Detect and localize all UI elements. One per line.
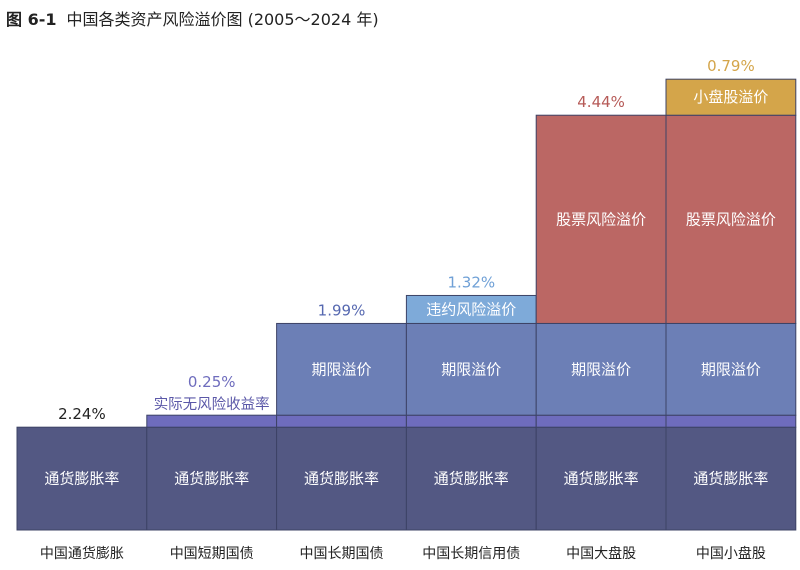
bar-segment [405,414,537,428]
bar-segment [276,414,407,428]
category-label: 中国大盘股 [566,545,636,562]
value-label: 1.32% [447,273,495,291]
category-label: 中国长期信用债 [422,546,520,562]
value-label: 1.99% [318,301,366,319]
segment-label: 通货膨胀率 [304,470,379,488]
segment-label: 通货膨胀率 [44,470,119,488]
bar-segment [535,322,667,416]
bar-segment [665,114,797,324]
bar-segment [276,426,407,531]
segment-label: 股票风险溢价 [686,210,776,228]
value-label: 0.79% [707,57,755,75]
bar-segment [405,294,537,324]
segment-label: 期限溢价 [701,360,761,378]
bar-segment [535,414,667,428]
segment-label: 期限溢价 [441,360,501,378]
segment-label: 通货膨胀率 [693,470,768,488]
category-label: 中国通货膨胀 [40,545,124,562]
segment-label: 实际无风险收益率 [154,396,270,413]
bar-segment [665,322,797,416]
bar-segment [535,426,667,531]
segment-label: 违约风险溢价 [426,300,516,318]
segment-label: 股票风险溢价 [556,210,646,228]
value-label: 2.24% [58,405,106,423]
bar-segment [535,114,667,324]
category-label: 中国短期国债 [170,546,254,562]
bar-segment [665,78,797,116]
bar-segment [16,426,148,531]
value-label: 4.44% [577,93,625,111]
bar-segment [665,414,797,428]
category-label: 中国长期国债 [300,546,384,562]
figure-title-text: 中国各类资产风险溢价图 (2005～2024 年) [66,10,379,29]
value-label: 0.25% [188,373,236,391]
segment-label: 期限溢价 [311,360,371,378]
segment-label: 通货膨胀率 [564,470,639,488]
bar-segment [276,322,407,416]
segment-label: 通货膨胀率 [174,470,249,488]
bar-segment [146,414,278,428]
segment-label: 期限溢价 [571,360,631,378]
category-label: 中国小盘股 [696,545,766,562]
segment-label: 通货膨胀率 [434,470,509,488]
figure-number: 图 6-1 [6,10,57,29]
chart-title: 图 6-1 中国各类资产风险溢价图 (2005～2024 年) [6,6,379,30]
segment-label: 小盘股溢价 [693,88,768,106]
